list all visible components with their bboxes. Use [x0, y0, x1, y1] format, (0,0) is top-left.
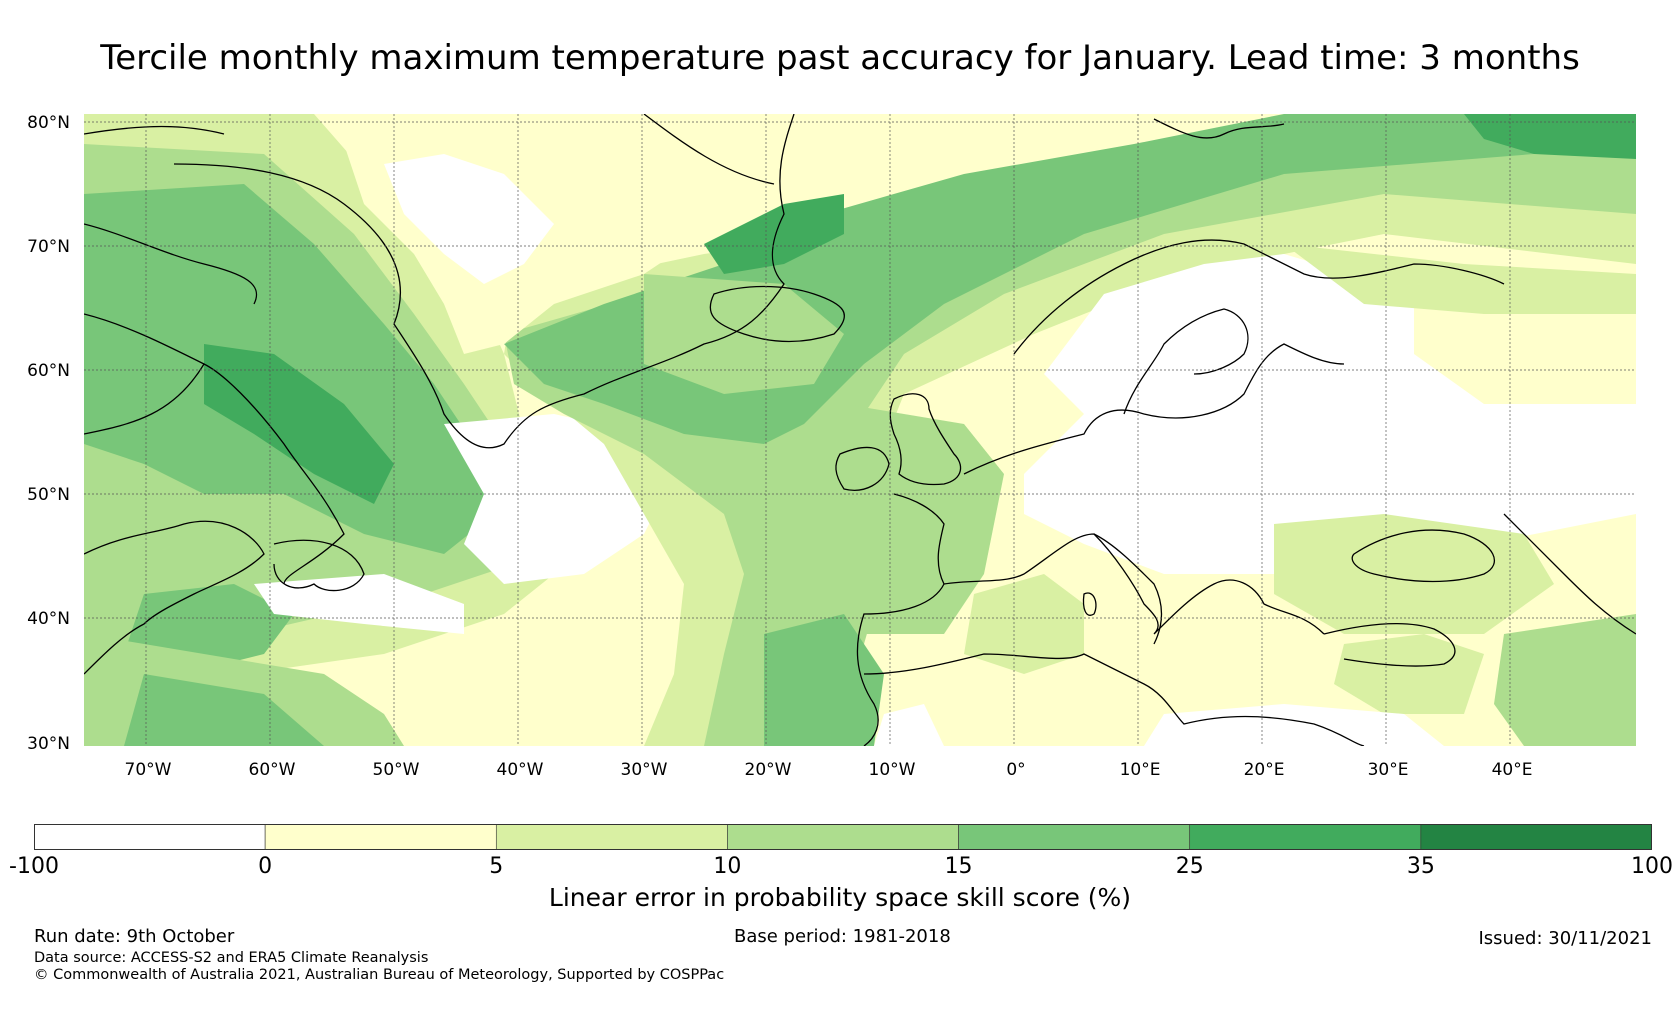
- patch-africa-white: [1144, 704, 1444, 746]
- lon-label-60w: 60°W: [248, 760, 296, 780]
- skill-patches: [84, 114, 1636, 746]
- lat-label-80n: 80°N: [27, 113, 70, 133]
- patch-arctic-c25: [1464, 114, 1636, 159]
- issued-date: Issued: 30/11/2021: [1478, 928, 1652, 949]
- coast-blacksea: [1351, 529, 1496, 583]
- lon-label-10w: 10°W: [868, 760, 916, 780]
- colorbar-bin--100-0: [34, 824, 266, 850]
- coast-europe: [856, 493, 945, 746]
- coast-baffin: [84, 223, 258, 365]
- coast-greenland: [84, 114, 795, 449]
- skill-map: [84, 114, 1636, 746]
- patch-midatl-c15: [764, 614, 884, 746]
- lon-label-70w: 70°W: [124, 760, 172, 780]
- patch-greenland-white: [384, 154, 554, 284]
- colorbar-bin-35-100: [1420, 824, 1652, 850]
- coastlines: [84, 114, 1636, 746]
- lat-label-60n: 60°N: [27, 361, 70, 381]
- colorbar-tick-10: 10: [713, 854, 742, 879]
- gridlines: [84, 114, 1636, 746]
- colorbar-tick-5: 5: [489, 854, 504, 879]
- patch-uk-c10: [844, 404, 1004, 634]
- coast-africa: [863, 653, 1365, 746]
- patch-sw-white: [874, 704, 944, 746]
- patch-med-c5: [964, 574, 1084, 674]
- data-source: Data source: ACCESS-S2 and ERA5 Climate …: [34, 950, 429, 966]
- colorbar-bin-15-25: [958, 824, 1191, 850]
- colorbar: [34, 824, 1652, 850]
- colorbar-bin-5-10: [495, 824, 728, 850]
- colorbar-tick-0: 0: [258, 854, 273, 879]
- patch-nova-white: [254, 574, 464, 634]
- base-period: Base period: 1981-2018: [734, 926, 951, 947]
- patch-sw-c15: [124, 674, 324, 746]
- coast-ireland: [835, 446, 890, 491]
- coast-arctic: [1153, 118, 1285, 139]
- lon-label-40e: 40°E: [1491, 760, 1533, 780]
- lon-label-20e: 20°E: [1243, 760, 1285, 780]
- coast-iceland: [709, 285, 846, 343]
- patch-se-c10: [1494, 614, 1636, 746]
- map-title: Tercile monthly maximum temperature past…: [100, 38, 1580, 78]
- colorbar-tick-35: 35: [1406, 854, 1435, 879]
- colorbar-bin-0-5: [264, 824, 497, 850]
- lon-label-20w: 20°W: [744, 760, 792, 780]
- lon-label-30w: 30°W: [620, 760, 668, 780]
- lat-label-50n: 50°N: [27, 485, 70, 505]
- run-date: Run date: 9th October: [34, 926, 235, 947]
- coast-europe-north: [963, 343, 1345, 475]
- patch-europe-white: [1024, 264, 1636, 574]
- coast-nova-scotia: [84, 520, 265, 675]
- lon-label-10e: 10°E: [1119, 760, 1161, 780]
- coast-italy: [1093, 533, 1163, 645]
- lat-label-30n: 30°N: [27, 734, 70, 754]
- colorbar-label: Linear error in probability space skill …: [548, 883, 1132, 912]
- coast-sardinia: [1082, 592, 1097, 616]
- colorbar-tick-15: 15: [944, 854, 973, 879]
- patch-east-med-c5: [1334, 634, 1484, 714]
- colorbar-tick-100: 100: [1631, 854, 1673, 879]
- lon-label-50w: 50°W: [372, 760, 420, 780]
- coast-newfoundland: [273, 539, 365, 592]
- coast-baltic: [1123, 308, 1249, 415]
- colorbar-bin-25-35: [1189, 824, 1422, 850]
- lon-label-40w: 40°W: [496, 760, 544, 780]
- patch-scandi-white: [1044, 254, 1404, 434]
- coast-east: [1503, 513, 1636, 635]
- colorbar-tick-25: 25: [1175, 854, 1204, 879]
- coast-scandinavia: [1013, 239, 1505, 355]
- lon-label-0: 0°: [1006, 760, 1026, 780]
- coast-med-north: [943, 533, 1325, 635]
- patch-natl-c25: [704, 194, 844, 274]
- patch-labrador-c25: [204, 344, 394, 504]
- coast-greenland-east: [643, 114, 775, 185]
- coast-turkey: [1323, 622, 1456, 667]
- copyright: © Commonwealth of Australia 2021, Austra…: [34, 967, 725, 983]
- lat-label-40n: 40°N: [27, 609, 70, 629]
- coast-labrador: [84, 363, 345, 585]
- colorbar-tick--100: -100: [9, 854, 59, 879]
- patch-east-c5: [1284, 244, 1636, 314]
- lat-label-70n: 70°N: [27, 237, 70, 257]
- colorbar-bin-10-15: [727, 824, 959, 850]
- coast-britain: [889, 393, 962, 486]
- lon-label-30e: 30°E: [1367, 760, 1409, 780]
